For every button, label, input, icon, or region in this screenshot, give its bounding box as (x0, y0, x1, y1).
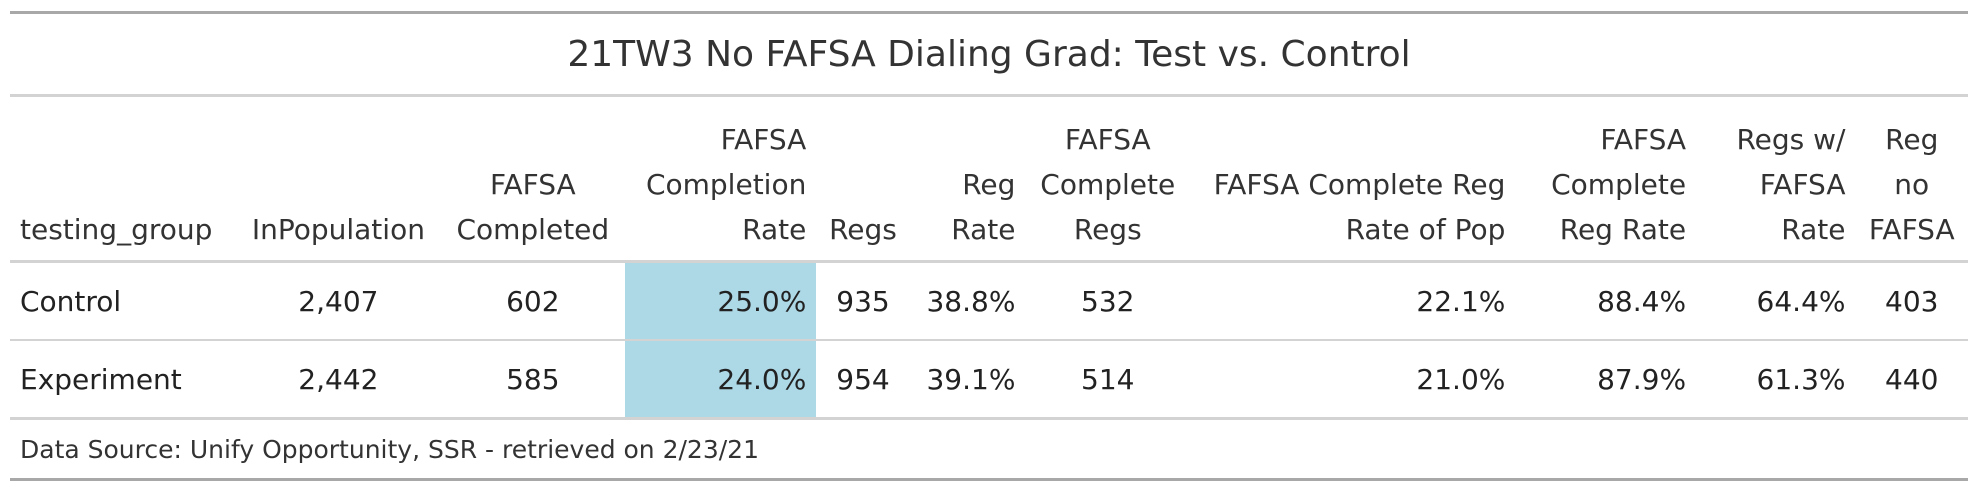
table-cell: 935 (816, 261, 910, 341)
table-cell: 39.1% (909, 340, 1026, 420)
column-header-regs: Regs (816, 95, 910, 263)
table-cell: 602 (441, 261, 625, 341)
table-cell: 64.4% (1696, 261, 1856, 341)
summary-table: 21TW3 No FAFSA Dialing Grad: Test vs. Co… (10, 14, 1968, 478)
column-header-reg-no-fafsa: Reg no FAFSA (1855, 95, 1968, 263)
table-cell: 585 (441, 340, 625, 420)
column-header-fafsa-complete-reg-rate: FAFSA Complete Reg Rate (1515, 95, 1697, 263)
column-header-fafsa-complete-regs: FAFSA Complete Regs (1025, 95, 1191, 263)
table-cell: 2,442 (235, 340, 442, 420)
column-header-reg-rate: Reg Rate (909, 95, 1026, 263)
column-header-fafsa-completed: FAFSA Completed (441, 95, 625, 263)
table-cell: 440 (1855, 340, 1968, 420)
column-header-regs-with-fafsa-rate: Regs w/ FAFSA Rate (1696, 95, 1856, 263)
table-cell: 532 (1025, 261, 1191, 341)
table-cell: 22.1% (1190, 261, 1516, 341)
table-cell: 21.0% (1190, 340, 1516, 420)
table-cell-highlighted: 24.0% (624, 340, 817, 420)
table-cell: 38.8% (909, 261, 1026, 341)
table-row: Control 2,407 602 25.0% 935 38.8% 532 22… (10, 261, 1968, 341)
table-cell-highlighted: 25.0% (624, 261, 817, 341)
table-cell: 2,407 (235, 261, 442, 341)
column-header-in-population: InPopulation (235, 95, 442, 263)
column-header-fafsa-complete-reg-rate-of-pop: FAFSA Complete Reg Rate of Pop (1190, 95, 1516, 263)
summary-table-container: 21TW3 No FAFSA Dialing Grad: Test vs. Co… (10, 11, 1968, 481)
table-cell: 403 (1855, 261, 1968, 341)
table-cell: 61.3% (1696, 340, 1856, 420)
table-cell: Control (10, 261, 236, 341)
table-title: 21TW3 No FAFSA Dialing Grad: Test vs. Co… (10, 14, 1968, 97)
column-header-testing-group: testing_group (10, 95, 236, 263)
table-cell: Experiment (10, 340, 236, 420)
source-note: Data Source: Unify Opportunity, SSR - re… (20, 434, 759, 464)
column-header-fafsa-completion-rate: FAFSA Completion Rate (624, 95, 817, 263)
table-cell: 88.4% (1515, 261, 1697, 341)
table-cell: 514 (1025, 340, 1191, 420)
table-row: Experiment 2,442 585 24.0% 954 39.1% 514… (10, 340, 1968, 420)
table-cell: 954 (816, 340, 910, 420)
table-cell: 87.9% (1515, 340, 1697, 420)
